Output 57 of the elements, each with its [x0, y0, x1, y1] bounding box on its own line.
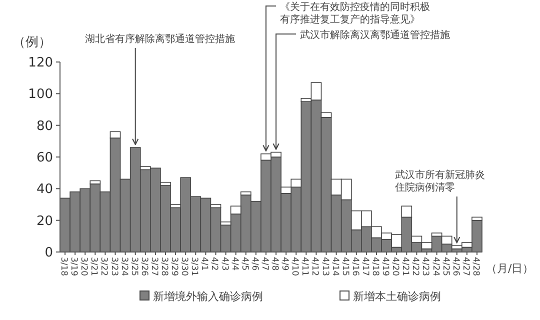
y-tick-label: 80	[36, 118, 53, 134]
x-tick-label: 4/7	[259, 257, 270, 271]
x-tick-label: 4/6	[249, 257, 260, 271]
x-tick-label: 3/21	[88, 257, 99, 276]
y-tick-label: 0	[44, 246, 53, 260]
x-tick-label: 4/22	[410, 257, 420, 276]
y-tick-label: 60	[36, 150, 53, 166]
x-tick-label: 3/28	[159, 257, 169, 276]
x-tick-label: 4/24	[430, 257, 440, 276]
x-tick-label: 3/26	[138, 257, 149, 276]
annotation: 武汉市所有新冠肺炎住院病例清零	[395, 169, 485, 194]
x-tick-label: 4/14	[330, 257, 340, 276]
x-tick-label: 4/26	[450, 257, 460, 276]
x-tick-label: 4/3	[219, 257, 230, 271]
x-tick-label: 3/18	[58, 257, 69, 276]
legend-label: 新增境外输入确诊病例	[153, 290, 263, 303]
x-tick-label: 4/19	[380, 257, 390, 276]
x-tick-label: 4/21	[400, 257, 410, 276]
annotation: 武汉市解除离汉离鄂通道管控措施	[300, 29, 450, 41]
y-tick-label: 100	[28, 87, 53, 102]
x-tick-label: 4/9	[280, 257, 290, 271]
x-tick-label: 4/5	[239, 257, 250, 271]
x-tick-label: 4/28	[470, 257, 480, 276]
x-tick-label: 4/2	[209, 257, 220, 271]
x-tick-label: 4/4	[229, 257, 240, 271]
x-tick-label: 4/10	[290, 257, 300, 276]
x-tick-label: 3/25	[128, 257, 139, 276]
x-tick-label: 4/8	[270, 257, 280, 271]
annotation: 湖北省有序解除离鄂通道管控措施	[85, 33, 235, 45]
y-tick-label: 20	[36, 214, 53, 229]
x-tick-label: 4/17	[360, 257, 370, 276]
x-tick-label: 4/12	[310, 257, 320, 276]
x-tick-label: 3/29	[169, 257, 180, 276]
x-tick-label: 4/1	[199, 257, 210, 271]
x-tick-label: 4/13	[320, 257, 330, 276]
x-tick-label: 3/24	[118, 257, 129, 276]
annotation: 《关于在有效防控疫情的同时积极有序推进复工复产的指导意见》	[280, 1, 430, 26]
x-tick-label: 4/25	[440, 257, 450, 276]
legend-label: 新增本土确诊病例	[353, 290, 441, 303]
x-tick-label: 4/27	[460, 257, 470, 276]
y-tick-label: 40	[36, 182, 53, 198]
y-axis-title: （例）	[12, 35, 52, 50]
x-tick-label: 3/31	[189, 257, 200, 276]
x-tick-label: 4/23	[420, 257, 430, 276]
x-tick-label: 3/30	[179, 257, 190, 276]
x-tick-label: 3/20	[78, 257, 89, 276]
x-tick-label: 4/16	[350, 257, 360, 276]
y-tick-label: 120	[28, 56, 53, 70]
x-tick-label: 3/27	[148, 257, 159, 276]
x-tick-label: 3/23	[108, 257, 119, 276]
x-tick-label: 3/19	[68, 257, 79, 276]
x-tick-label: 4/15	[340, 257, 350, 276]
x-tick-label: 4/20	[390, 257, 400, 276]
x-tick-label: 3/22	[98, 257, 109, 276]
x-tick-label: 4/11	[300, 257, 310, 276]
x-tick-label: 4/18	[370, 257, 380, 276]
x-axis-title: （月/日）	[486, 262, 534, 275]
